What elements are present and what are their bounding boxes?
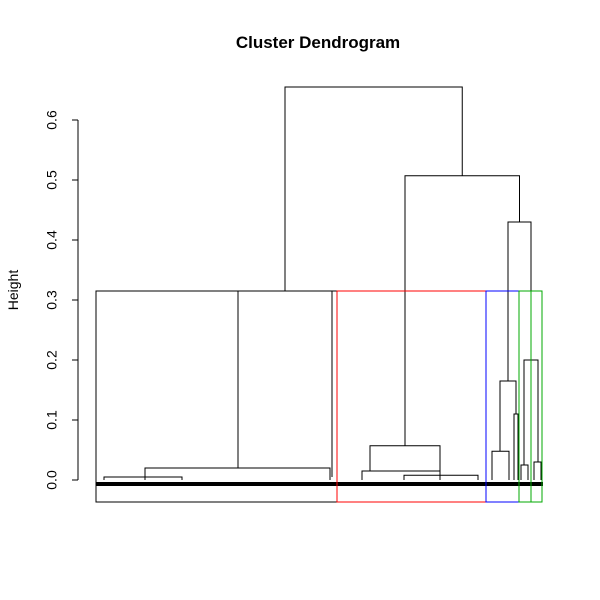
dendrogram-branches: [96, 86, 543, 486]
leaf-cluster-branch: [403, 474, 479, 480]
merge-branch: [284, 86, 463, 291]
merge-branch: [237, 290, 333, 477]
leaf-cluster-branch: [103, 476, 183, 480]
y-axis-title: Height: [5, 270, 21, 311]
y-axis: 0.0 0.1 0.2 0.3 0.4 0.5 0.6: [44, 110, 79, 490]
merge-branch: [369, 445, 441, 476]
cluster-rect: [336, 290, 487, 503]
leaf-cluster-branch: [491, 450, 510, 480]
y-tick-label: 0.2: [44, 350, 60, 370]
cluster-rectangles: [95, 290, 543, 503]
leaf-cluster-branch: [533, 461, 542, 480]
y-tick-label: 0.6: [44, 110, 60, 130]
y-tick-label: 0.5: [44, 170, 60, 190]
leaf-cluster-branch: [513, 413, 519, 480]
merge-branch: [499, 380, 517, 452]
merge-branch: [404, 175, 520, 446]
leaf-cluster-branch: [144, 467, 331, 480]
leaf-cluster-branch: [520, 464, 529, 480]
y-tick-label: 0.1: [44, 410, 60, 430]
chart-title: Cluster Dendrogram: [236, 33, 400, 52]
cluster-rect: [95, 290, 338, 503]
cluster-rect: [530, 290, 543, 503]
y-tick-label: 0.4: [44, 230, 60, 250]
y-tick-label: 0.0: [44, 470, 60, 490]
y-tick-label: 0.3: [44, 290, 60, 310]
